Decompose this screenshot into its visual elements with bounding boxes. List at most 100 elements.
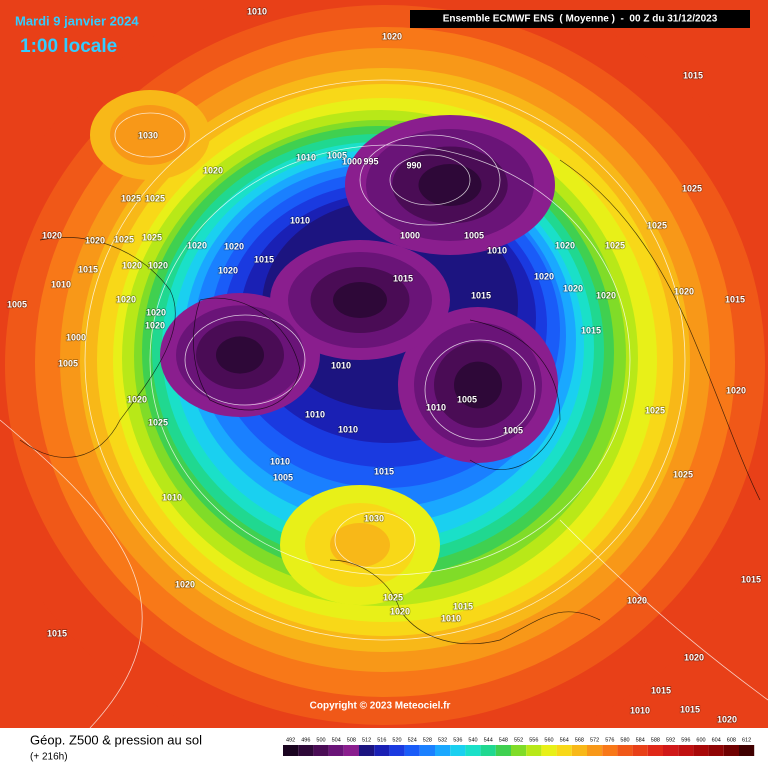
colorbar-label: 548 bbox=[499, 737, 508, 743]
colorbar-swatch bbox=[526, 745, 542, 756]
pressure-label: 1015 bbox=[393, 273, 413, 283]
colorbar-swatch bbox=[693, 745, 709, 756]
colorbar-label: 512 bbox=[362, 737, 371, 743]
pressure-label: 1025 bbox=[605, 240, 625, 250]
pressure-label: 1000 bbox=[400, 230, 420, 240]
contour-band bbox=[330, 523, 390, 567]
pressure-label: 1025 bbox=[145, 193, 165, 203]
contour-band bbox=[110, 105, 190, 165]
isobars bbox=[0, 79, 768, 729]
pressure-label: 1010 bbox=[270, 456, 290, 466]
colorbar-swatch bbox=[663, 745, 679, 756]
colorbar-swatch bbox=[359, 745, 375, 756]
pressure-label: 1010 bbox=[487, 245, 507, 255]
pressure-label: 1005 bbox=[7, 299, 27, 309]
colorbar-label: 540 bbox=[468, 737, 477, 743]
colorbar-label: 612 bbox=[742, 737, 751, 743]
colorbar: 492 496 500 504 508 512 516 520 524 528 532 536 540 5… bbox=[283, 737, 755, 756]
pressure-label: 1020 bbox=[596, 290, 616, 300]
colorbar-label: 588 bbox=[651, 737, 660, 743]
low-pressure-core bbox=[454, 361, 502, 409]
pressure-label: 1020 bbox=[148, 260, 168, 270]
pressure-label: 1020 bbox=[146, 307, 166, 317]
pressure-label: 1005 bbox=[273, 472, 293, 482]
colorbar-swatch bbox=[419, 745, 435, 756]
pressure-label: 1010 bbox=[51, 279, 71, 289]
pressure-label: 1005 bbox=[58, 358, 78, 368]
low-pressure-core bbox=[333, 282, 387, 318]
colorbar-label: 556 bbox=[529, 737, 538, 743]
pressure-label: 1020 bbox=[127, 394, 147, 404]
pressure-label: 1015 bbox=[471, 290, 491, 300]
pressure-label: 1015 bbox=[78, 264, 98, 274]
colorbar-label: 532 bbox=[438, 737, 447, 743]
pressure-label: 1020 bbox=[382, 31, 402, 41]
pressure-label: 1030 bbox=[138, 130, 158, 140]
copyright: Copyright © 2023 Meteociel.fr bbox=[310, 701, 451, 712]
pressure-label: 1005 bbox=[457, 394, 477, 404]
pressure-label: 1020 bbox=[42, 230, 62, 240]
pressure-label: 1015 bbox=[47, 628, 67, 638]
colorbar-swatch bbox=[465, 745, 481, 756]
colorbar-label: 520 bbox=[392, 737, 401, 743]
pressure-label: 1015 bbox=[581, 325, 601, 335]
pressure-label: 1020 bbox=[726, 385, 746, 395]
colorbar-swatch bbox=[678, 745, 694, 756]
colorbar-label: 608 bbox=[727, 737, 736, 743]
colorbar-label: 492 bbox=[286, 737, 295, 743]
pressure-label: 1020 bbox=[203, 165, 223, 175]
colorbar-swatch bbox=[343, 745, 359, 756]
colorbar-label: 576 bbox=[605, 737, 614, 743]
colorbar-swatch bbox=[435, 745, 451, 756]
pressure-label: 1015 bbox=[651, 685, 671, 695]
pressure-label: 1005 bbox=[327, 150, 347, 160]
colorbar-label: 580 bbox=[620, 737, 629, 743]
pressure-label: 1020 bbox=[85, 235, 105, 245]
colorbar-label: 536 bbox=[453, 737, 462, 743]
colorbar-swatch bbox=[708, 745, 724, 756]
pressure-label: 1020 bbox=[674, 286, 694, 296]
colorbar-label: 552 bbox=[514, 737, 523, 743]
model-box bbox=[410, 10, 750, 28]
colorbar-label: 592 bbox=[666, 737, 675, 743]
colorbar-swatch bbox=[541, 745, 557, 756]
colorbar-label: 500 bbox=[316, 737, 325, 743]
colorbar-swatch bbox=[511, 745, 527, 756]
pressure-label: 1010 bbox=[338, 424, 358, 434]
colorbar-swatch bbox=[313, 745, 329, 756]
colorbar-label: 596 bbox=[681, 737, 690, 743]
pressure-label: 1020 bbox=[187, 240, 207, 250]
colorbar-swatch bbox=[587, 745, 603, 756]
low-pressure-core bbox=[418, 164, 482, 206]
pressure-label: 1010 bbox=[630, 705, 650, 715]
pressure-label: 1020 bbox=[175, 579, 195, 589]
pressure-label: 1010 bbox=[331, 360, 351, 370]
pressure-label: 1025 bbox=[148, 417, 168, 427]
colorbar-swatch bbox=[571, 745, 587, 756]
pressure-label: 1010 bbox=[426, 402, 446, 412]
pressure-label: 1000 bbox=[342, 156, 362, 166]
pressure-label: 1020 bbox=[122, 260, 142, 270]
pressure-label: 1020 bbox=[684, 652, 704, 662]
colorbar-label: 604 bbox=[712, 737, 721, 743]
colorbar-label: 572 bbox=[590, 737, 599, 743]
colorbar-swatch bbox=[617, 745, 633, 756]
pressure-label: 1020 bbox=[116, 294, 136, 304]
colorbar-swatch bbox=[602, 745, 618, 756]
model-label: Ensemble ECMWF ENS ( Moyenne ) - 00 Z du… bbox=[443, 14, 718, 25]
colorbar-label: 564 bbox=[560, 737, 569, 743]
pressure-label: 1000 bbox=[66, 332, 86, 342]
pressure-label: 990 bbox=[406, 160, 421, 170]
pressure-label: 1025 bbox=[673, 469, 693, 479]
pressure-label: 1010 bbox=[247, 6, 267, 16]
colorbar-label: 524 bbox=[408, 737, 417, 743]
pressure-label: 1015 bbox=[680, 704, 700, 714]
pressure-label: 1020 bbox=[627, 595, 647, 605]
pressure-label: 995 bbox=[363, 156, 378, 166]
pressure-label: 1010 bbox=[296, 152, 316, 162]
pressure-label: 1020 bbox=[717, 714, 737, 724]
pressure-label: 1015 bbox=[683, 70, 703, 80]
pressure-label: 1015 bbox=[374, 466, 394, 476]
footer-title: Géop. Z500 & pression au sol bbox=[30, 732, 202, 747]
pressure-label: 1020 bbox=[555, 240, 575, 250]
